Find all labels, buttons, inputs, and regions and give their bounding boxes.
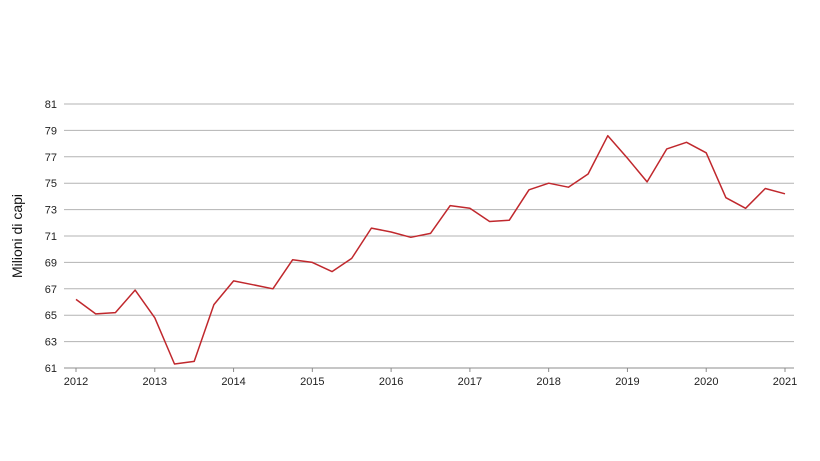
data-point bbox=[330, 270, 334, 274]
data-point bbox=[133, 288, 137, 292]
data-point bbox=[212, 303, 216, 307]
data-point bbox=[291, 258, 295, 262]
x-tick-label: 2019 bbox=[615, 376, 639, 388]
data-point bbox=[389, 230, 393, 234]
data-point bbox=[429, 231, 433, 235]
x-tick-label: 2021 bbox=[773, 376, 797, 388]
data-point bbox=[153, 316, 157, 320]
data-point bbox=[606, 134, 610, 138]
data-point bbox=[783, 192, 787, 196]
y-tick-label: 73 bbox=[45, 205, 57, 217]
series-layer bbox=[74, 134, 787, 366]
data-point bbox=[685, 140, 689, 144]
data-point bbox=[448, 204, 452, 208]
data-point bbox=[527, 188, 531, 192]
y-tick-label: 65 bbox=[45, 310, 57, 322]
y-tick-labels: 61 63 65 67 69 71 73 75 77 79 81 bbox=[45, 99, 57, 375]
data-point bbox=[232, 279, 236, 283]
x-tick-label: 2020 bbox=[694, 376, 718, 388]
data-point bbox=[507, 218, 511, 222]
data-point bbox=[704, 151, 708, 155]
y-tick-label: 77 bbox=[45, 152, 57, 164]
y-axis-label: Milioni di capi bbox=[9, 194, 25, 278]
data-point bbox=[488, 219, 492, 223]
data-point bbox=[763, 186, 767, 190]
data-point bbox=[271, 287, 275, 291]
y-tick-label: 79 bbox=[45, 125, 57, 137]
data-point bbox=[369, 226, 373, 230]
x-tick-label: 2014 bbox=[221, 376, 245, 388]
data-point bbox=[645, 180, 649, 184]
y-tick-label: 67 bbox=[45, 284, 57, 296]
data-point bbox=[724, 196, 728, 200]
data-point bbox=[310, 260, 314, 264]
y-tick-label: 71 bbox=[45, 231, 57, 243]
data-point bbox=[113, 311, 117, 315]
data-point bbox=[586, 172, 590, 176]
data-point bbox=[409, 235, 413, 239]
x-tick-label: 2013 bbox=[143, 376, 167, 388]
x-tick-label: 2017 bbox=[458, 376, 482, 388]
data-point bbox=[468, 206, 472, 210]
y-tick-label: 81 bbox=[45, 99, 57, 111]
data-point bbox=[625, 156, 629, 160]
x-tick-label: 2015 bbox=[300, 376, 324, 388]
x-tick-labels: 2012 2013 2014 2015 2016 2017 2018 2019 2020 2021 bbox=[64, 368, 797, 388]
data-point bbox=[744, 206, 748, 210]
data-point bbox=[665, 147, 669, 151]
data-point bbox=[94, 312, 98, 316]
data-point bbox=[350, 256, 354, 260]
y-tick-label: 61 bbox=[45, 363, 57, 375]
y-tick-label: 69 bbox=[45, 257, 57, 269]
data-point bbox=[547, 181, 551, 185]
x-tick-label: 2012 bbox=[64, 376, 88, 388]
data-point bbox=[192, 359, 196, 363]
series-line bbox=[75, 134, 786, 365]
data-point bbox=[172, 362, 176, 366]
x-tick-label: 2016 bbox=[379, 376, 403, 388]
grid-lines bbox=[64, 103, 794, 343]
data-point bbox=[74, 297, 78, 301]
y-tick-label: 63 bbox=[45, 337, 57, 349]
x-tick-label: 2018 bbox=[536, 376, 560, 388]
y-tick-label: 75 bbox=[45, 178, 57, 190]
data-point bbox=[566, 185, 570, 189]
data-point bbox=[251, 283, 255, 287]
